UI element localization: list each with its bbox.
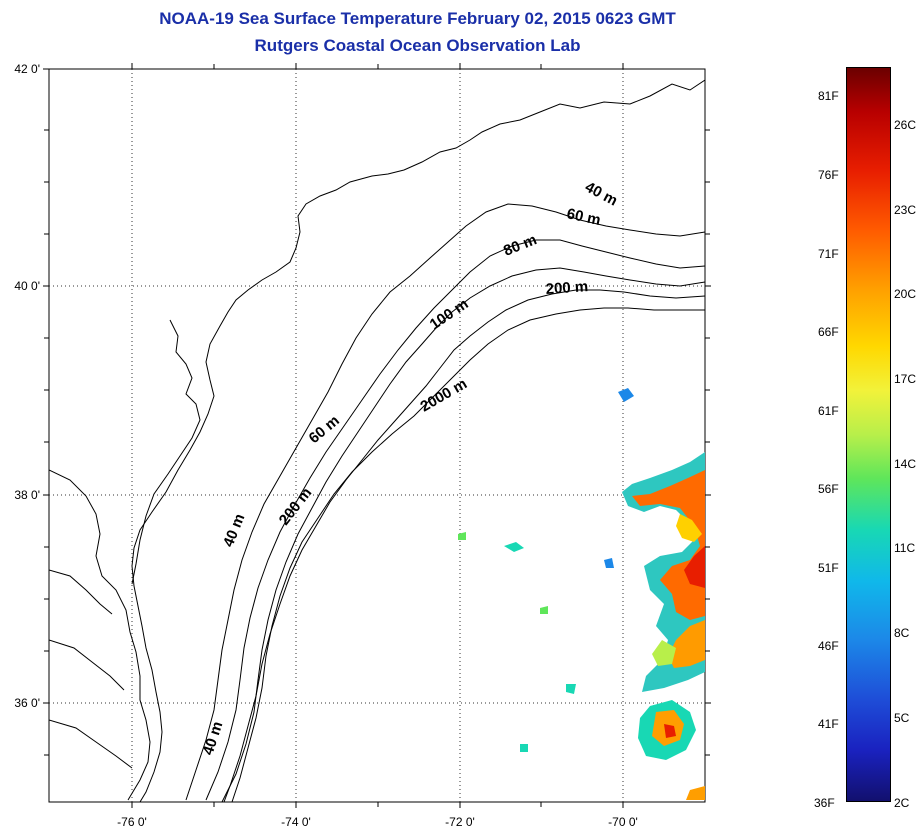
lat-label-42: 42 0' <box>14 62 40 76</box>
contour-label-40m-north: 40 m <box>582 179 620 210</box>
cb-c-2: 2C <box>894 796 910 810</box>
bathymetry-contours <box>185 203 705 802</box>
map-frame <box>48 68 706 803</box>
cb-c-5: 5C <box>894 711 910 725</box>
cb-f-76: 76F <box>818 168 839 182</box>
lon-label-70: -70 0' <box>608 815 638 829</box>
cb-f-61: 61F <box>818 404 839 418</box>
lon-label-72: -72 0' <box>445 815 475 829</box>
cb-f-71: 71F <box>818 247 839 261</box>
lon-label-74: -74 0' <box>281 815 311 829</box>
lat-label-36: 36 0' <box>14 696 40 710</box>
cb-c-8: 8C <box>894 626 910 640</box>
map-title: NOAA-19 Sea Surface Temperature February… <box>159 9 676 28</box>
bay-shore <box>131 319 201 585</box>
contour-label-40m-mid: 40 m <box>220 511 249 549</box>
cb-c-23: 23C <box>894 203 917 217</box>
cb-c-26: 26C <box>894 118 917 132</box>
cb-c-20: 20C <box>894 287 917 301</box>
cb-f-66: 66F <box>818 325 839 339</box>
cb-c-14: 14C <box>894 457 917 471</box>
contour-label-2000m: 2000 m <box>418 375 471 415</box>
contour-label-60m-north: 60 m <box>565 205 602 229</box>
cb-f-51: 51F <box>818 561 839 575</box>
cb-c-11: 11C <box>894 541 916 555</box>
lon-label-76: -76 0' <box>117 815 147 829</box>
temperature-colorbar <box>846 67 891 802</box>
cb-f-81: 81F <box>818 89 839 103</box>
cb-f-41: 41F <box>818 717 839 731</box>
map-subtitle: Rutgers Coastal Ocean Observation Lab <box>254 36 581 55</box>
contour-label-60m-south: 60 m <box>306 412 343 447</box>
contour-label-100m: 100 m <box>427 295 472 333</box>
cb-f-56: 56F <box>818 482 839 496</box>
cb-c-17: 17C <box>894 372 917 386</box>
lat-label-38: 38 0' <box>14 488 40 502</box>
contour-label-200m-north: 200 m <box>545 278 589 298</box>
contour-label-80m: 80 m <box>501 231 539 260</box>
tick-marks <box>43 63 711 808</box>
graticule <box>49 69 705 802</box>
coastline <box>131 79 705 802</box>
estuary <box>49 569 133 769</box>
inland-shore <box>49 469 151 801</box>
cb-f-46: 46F <box>818 639 839 653</box>
lat-label-40: 40 0' <box>14 279 40 293</box>
sst-patches <box>458 388 705 800</box>
cb-f-36: 36F <box>814 796 835 810</box>
contour-label-40m-south: 40 m <box>200 719 227 757</box>
